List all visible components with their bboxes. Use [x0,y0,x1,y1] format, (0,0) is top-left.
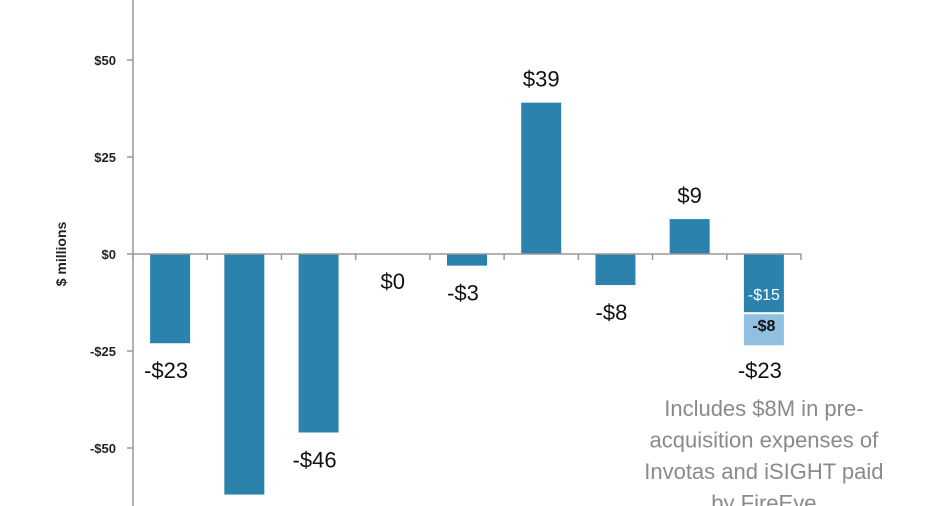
bar [224,254,265,495]
segment-label: -$8 [752,318,775,335]
y-axis-label: $ millions [53,222,69,287]
bar [595,254,636,286]
bar [150,254,191,344]
data-label: -$3 [447,281,479,306]
data-label: $0 [381,269,405,294]
bar [447,254,487,266]
annotation-line: by FireEye [711,491,816,506]
data-label: -$8 [596,300,628,325]
y-tick-label: -$25 [90,344,116,359]
bar [669,219,710,254]
bar [743,254,784,313]
segment-label: -$15 [748,287,780,304]
y-tick-label: $0 [102,247,116,262]
y-tick-label: $25 [94,150,116,165]
bar [521,102,562,255]
data-label: -$46 [293,447,337,472]
bar [298,254,339,433]
bar-segment-secondary [743,314,784,346]
annotation-line: acquisition expenses of [650,428,880,453]
annotation-line: Includes $8M in pre- [664,396,863,421]
y-tick-label: -$50 [90,441,116,456]
data-label: -$23 [144,358,188,383]
data-label: -$23 [738,358,782,383]
data-label: $9 [677,183,701,208]
y-tick-label: $50 [94,53,116,68]
annotation-line: Invotas and iSIGHT paid [644,459,883,484]
data-label: $39 [523,67,560,92]
